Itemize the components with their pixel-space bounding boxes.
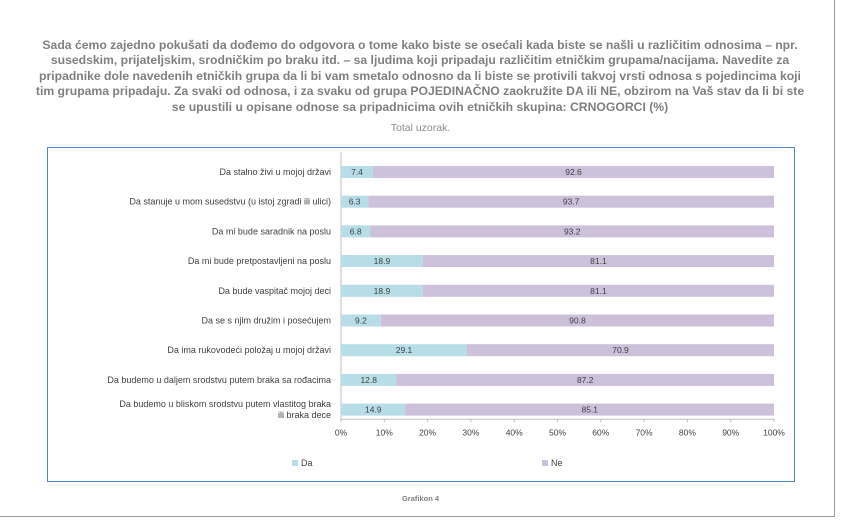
- bar-ne: [405, 403, 774, 416]
- category-label: Da stanuje u mom susedstvu (u istoj zgra…: [129, 197, 331, 207]
- category-label: Da ima rukovodeći položaj u mojoj državi: [167, 345, 331, 355]
- bar-ne: [373, 166, 774, 178]
- category-label: Da stalno živi u mojoj državi: [219, 167, 331, 177]
- data-label-ne: 87.2: [577, 375, 594, 385]
- legend-label-da: Da: [301, 458, 313, 468]
- x-tick-label: 10%: [376, 427, 393, 437]
- data-label-da: 14.9: [365, 405, 382, 415]
- chart-frame: [47, 147, 795, 482]
- bar-da: [341, 225, 371, 238]
- x-tick-label: 60%: [592, 427, 609, 437]
- x-tick-label: 90%: [722, 427, 739, 437]
- bar-ne: [422, 255, 774, 268]
- category-label: Da mi bude pretpostavljeni na poslu: [188, 256, 331, 266]
- x-tick-label: 40%: [506, 427, 523, 437]
- bar-ne: [396, 373, 774, 386]
- category-label: Da budemo u daljem srodstvu putem braka …: [107, 375, 331, 385]
- data-label-ne: 81.1: [590, 256, 607, 266]
- bar-da: [341, 344, 468, 357]
- bar-da: [341, 284, 423, 297]
- category-label: Da bude vaspitač mojoj deci: [218, 286, 331, 296]
- x-tick-label: 100%: [763, 427, 785, 437]
- bar-ne: [380, 314, 774, 327]
- legend-swatch-ne: [542, 460, 548, 466]
- legend-swatch-da: [292, 460, 298, 466]
- data-label-ne: 92.6: [565, 167, 582, 177]
- data-label-da: 9.2: [355, 316, 367, 326]
- data-label-ne: 85.1: [581, 405, 598, 415]
- bar-da: [341, 373, 397, 386]
- x-tick-label: 20%: [419, 427, 436, 437]
- bar-da: [341, 166, 374, 178]
- x-tick-label: 80%: [679, 427, 696, 437]
- data-label-da: 29.1: [396, 345, 413, 355]
- data-label-da: 18.9: [374, 256, 391, 266]
- bar-ne: [422, 284, 774, 297]
- chart-title: Sada ćemo zajedno pokušati da dođemo do …: [35, 38, 805, 114]
- chart-subtitle: Total uzorak.: [390, 122, 451, 134]
- figure-caption: Grafikon 4: [401, 494, 440, 503]
- category-label: Da se s njim družim i posećujem: [201, 316, 331, 326]
- data-label-da: 12.8: [360, 375, 377, 385]
- data-label-da: 7.4: [351, 167, 363, 177]
- data-label-ne: 70.9: [612, 345, 629, 355]
- data-label-da: 6.8: [350, 226, 362, 236]
- bar-ne: [467, 344, 774, 357]
- x-tick-label: 30%: [462, 427, 479, 437]
- data-label-ne: 93.2: [564, 226, 581, 236]
- data-label-ne: 90.8: [569, 316, 586, 326]
- bar-ne: [368, 195, 774, 208]
- data-label-ne: 81.1: [590, 286, 607, 296]
- data-label-ne: 93.7: [563, 197, 580, 207]
- data-label-da: 6.3: [349, 197, 361, 207]
- x-tick-label: 0%: [335, 427, 348, 437]
- x-tick-label: 50%: [549, 427, 566, 437]
- x-tick-label: 70%: [636, 427, 653, 437]
- bar-da: [341, 195, 369, 208]
- category-label: Da mi bude saradnik na poslu: [212, 226, 331, 236]
- bar-ne: [370, 225, 774, 238]
- bar-da: [341, 255, 423, 268]
- legend-label-ne: Ne: [551, 458, 563, 468]
- bar-da: [341, 314, 381, 327]
- bar-da: [341, 403, 406, 416]
- data-label-da: 18.9: [374, 286, 391, 296]
- category-label: Da budemo u bliskom srodstvu putem vlast…: [119, 399, 331, 420]
